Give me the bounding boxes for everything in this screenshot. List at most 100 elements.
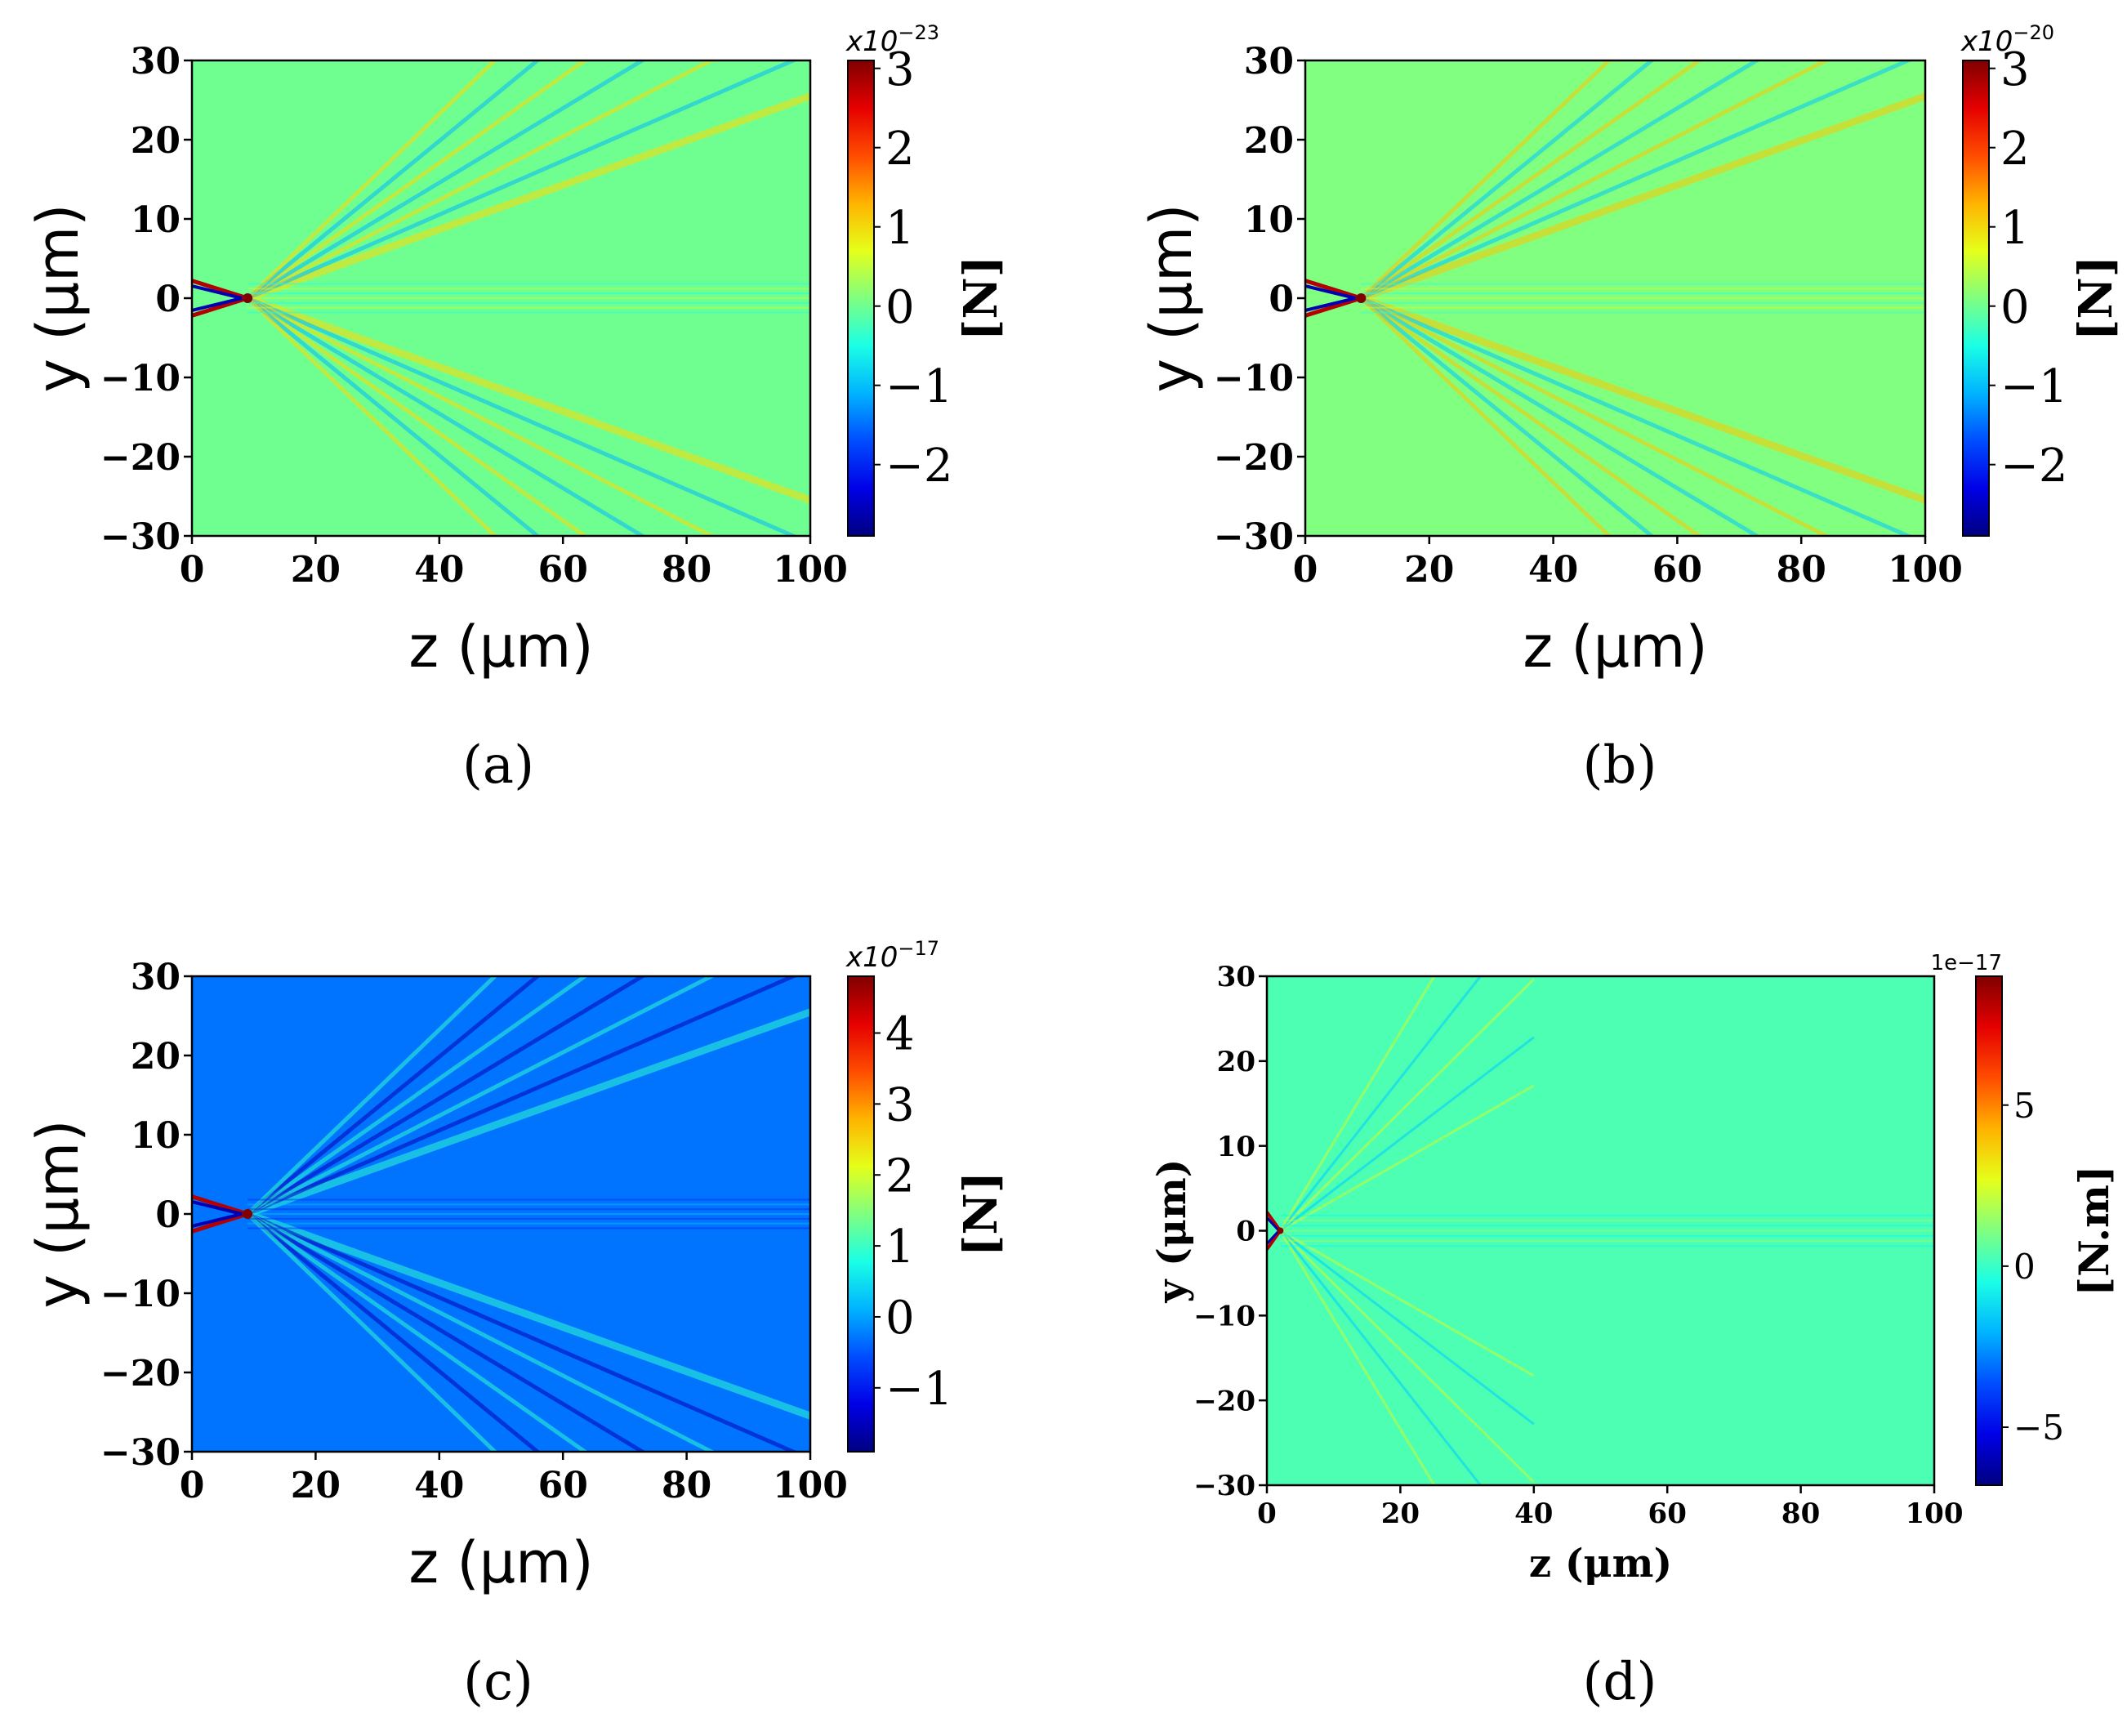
x-tick-label: 20 (1404, 549, 1454, 591)
colorbar-unit: [N] (2069, 256, 2123, 341)
y-tick-label: 0 (155, 1194, 181, 1236)
colorbar-tick-label: 3 (885, 1079, 915, 1132)
y-tick-label: 10 (131, 1115, 181, 1157)
fringe-line (1359, 294, 1925, 504)
fringe-line (246, 1212, 541, 1452)
x-tick-label: 60 (1652, 549, 1702, 591)
colorbar-tick-label: 2 (885, 123, 915, 176)
heatmap-background (1305, 60, 1925, 536)
x-axis-label: z (μm) (408, 1529, 593, 1596)
y-tick-label: −20 (100, 437, 181, 479)
colorbar-tick-label: −2 (885, 440, 953, 493)
fringe-line (246, 1210, 810, 1420)
fringe-line (1279, 1229, 1535, 1484)
y-tick-label: 10 (1217, 1131, 1255, 1163)
fringe-line (1279, 976, 1483, 1232)
y-tick-label: −20 (1214, 437, 1294, 479)
fringe-line (1359, 60, 1612, 300)
fringe-line (1279, 1229, 1483, 1485)
focus-arm-cold (1267, 1216, 1280, 1232)
heatmap-d (1267, 976, 1934, 1485)
focus-arm-cold (192, 297, 243, 312)
colorbar-exponent: x10−20 (1960, 21, 2054, 58)
focus-peak (243, 293, 253, 303)
colorbar-tick-label: 0 (885, 281, 915, 334)
y-tick-label: 30 (1217, 961, 1255, 993)
colorbar-tick-label: 0 (885, 1292, 915, 1345)
y-tick-label: 10 (131, 199, 181, 241)
y-tick-label: 30 (131, 957, 181, 998)
x-tick-label: 80 (1777, 549, 1826, 591)
y-tick-label: −10 (1193, 1301, 1255, 1333)
x-tick-label: 80 (1781, 1497, 1820, 1530)
focus-arm-hot (1267, 1229, 1282, 1251)
focus-arm-hot (192, 1212, 248, 1234)
y-tick-label: 0 (1269, 279, 1294, 320)
fringe-line (246, 60, 498, 300)
x-tick-label: 0 (1257, 1497, 1277, 1530)
fringe-line (246, 60, 716, 301)
y-axis-label: y (μm) (1138, 203, 1205, 392)
colorbar-tick-label: −2 (2000, 440, 2068, 493)
focus-arm-cold (192, 284, 243, 300)
fringe-line (1279, 976, 1436, 1232)
focus-arm-hot (1267, 1211, 1282, 1232)
y-tick-label: −10 (1214, 358, 1294, 399)
x-tick-label: 60 (538, 1465, 588, 1506)
y-tick-label: 20 (131, 120, 181, 162)
fringe-line (246, 976, 647, 1216)
colorbar (847, 975, 875, 1453)
fringe-line (1359, 60, 1656, 300)
fringe-line (246, 976, 498, 1216)
heatmap-background (1267, 976, 1934, 1485)
fringe-line (247, 60, 799, 301)
colorbar-unit: [N] (954, 256, 1008, 341)
fringe-line (1360, 296, 1914, 536)
fringe-line (1279, 978, 1535, 1232)
fringe-line (1359, 297, 1612, 536)
colorbar-exponent: 1e−17 (1931, 951, 2002, 975)
colorbar-tick-label: 3 (2000, 43, 2030, 96)
colorbar (847, 60, 875, 537)
y-tick-label: −10 (100, 358, 181, 399)
colorbar (1975, 975, 2003, 1486)
x-tick-label: 20 (291, 1465, 341, 1506)
focus-arm-hot (192, 1194, 248, 1216)
x-tick-label: 40 (1514, 1497, 1553, 1530)
heatmap-c (192, 976, 810, 1452)
x-tick-label: 80 (662, 549, 711, 591)
x-tick-label: 20 (291, 549, 341, 591)
y-tick-label: −30 (1193, 1470, 1255, 1502)
x-tick-label: 0 (180, 1465, 205, 1506)
fringe-line (1359, 297, 1656, 536)
colorbar-tick-label: 0 (2000, 281, 2030, 334)
x-tick-label: 100 (1906, 1497, 1964, 1530)
fringe-line (1360, 60, 1761, 301)
colorbar-exponent: x10−17 (845, 937, 939, 974)
fringe-line (246, 294, 810, 504)
y-tick-label: 30 (131, 41, 181, 83)
focus-peak (243, 1209, 253, 1219)
fringe-line (246, 976, 716, 1216)
x-tick-label: 40 (1528, 549, 1578, 591)
y-tick-label: 0 (155, 279, 181, 320)
fringe-line (247, 976, 799, 1216)
x-tick-label: 100 (1888, 549, 1963, 591)
fringe-line (1279, 1229, 1436, 1485)
x-tick-label: 80 (662, 1465, 711, 1506)
x-axis-label: z (μm) (1529, 1541, 1672, 1586)
fringe-line (246, 60, 589, 301)
fringe-line (246, 296, 589, 536)
x-tick-label: 0 (1293, 549, 1318, 591)
fringe-line (1360, 296, 1831, 536)
fringe-line (1359, 60, 1703, 301)
focus-arm-cold (1267, 1229, 1280, 1245)
fringe-line (1359, 296, 1703, 536)
x-tick-label: 20 (1381, 1497, 1420, 1530)
fringe-line (246, 60, 647, 301)
heatmap-background (192, 976, 810, 1452)
focus-arm-hot (192, 296, 248, 318)
fringe-line (1360, 60, 1831, 301)
fringe-line (1279, 1084, 1535, 1232)
